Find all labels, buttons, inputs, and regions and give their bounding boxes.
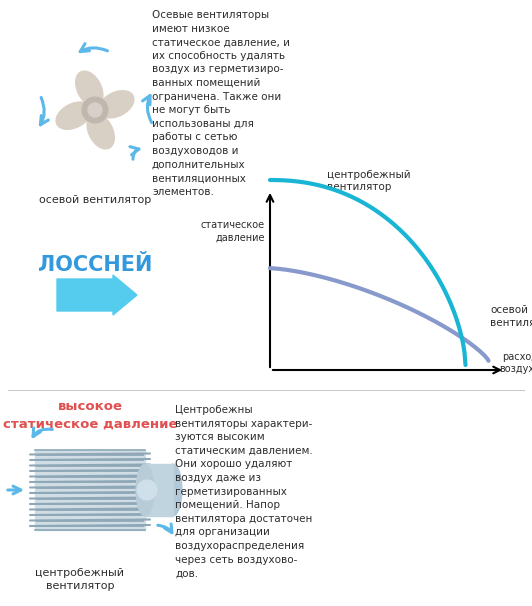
Circle shape [82,97,108,123]
Text: Центробежны
вентиляторы характери-
зуются высоким
статическим давлением.
Они хор: Центробежны вентиляторы характери- зуютс… [175,405,313,578]
Bar [145,464,173,516]
Circle shape [137,480,157,500]
Ellipse shape [56,102,92,130]
Text: осевой вентилятор: осевой вентилятор [39,195,151,205]
Ellipse shape [136,464,154,516]
Bar [35,450,145,530]
Ellipse shape [98,90,134,118]
FancyArrow shape [57,275,137,315]
Text: центробежный
вентилятор: центробежный вентилятор [36,568,124,591]
Ellipse shape [164,464,182,516]
Ellipse shape [76,71,103,107]
Text: осевой
вентилятор: осевой вентилятор [490,305,532,328]
Text: высокое
статическое давление: высокое статическое давление [3,400,177,431]
Text: ЛОССНЕЙ: ЛОССНЕЙ [38,255,152,275]
Text: расход
воздуха: расход воздуха [500,352,532,375]
Text: статическое
давление: статическое давление [201,220,265,242]
Text: центробежный
вентилятор: центробежный вентилятор [328,170,411,192]
Ellipse shape [87,113,114,149]
Circle shape [88,103,102,117]
Text: Осевые вентиляторы
имеют низкое
статическое давление, и
их способность удалять
в: Осевые вентиляторы имеют низкое статичес… [152,10,290,197]
